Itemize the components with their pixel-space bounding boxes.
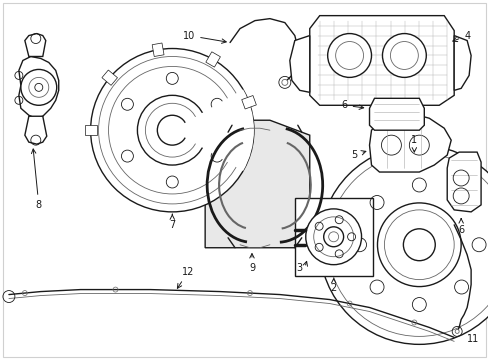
Circle shape xyxy=(454,329,458,333)
Polygon shape xyxy=(205,120,309,248)
Polygon shape xyxy=(309,15,453,105)
Circle shape xyxy=(281,80,287,85)
Circle shape xyxy=(21,69,57,105)
Text: 7: 7 xyxy=(169,214,175,230)
Circle shape xyxy=(323,227,343,247)
Text: 1: 1 xyxy=(410,135,417,152)
Text: 10: 10 xyxy=(183,31,226,43)
Bar xyxy=(294,198,372,276)
Polygon shape xyxy=(25,116,47,144)
Circle shape xyxy=(35,84,42,91)
Polygon shape xyxy=(25,33,46,57)
Circle shape xyxy=(327,33,371,77)
Circle shape xyxy=(408,135,428,155)
Circle shape xyxy=(313,217,353,257)
Polygon shape xyxy=(102,70,117,85)
Circle shape xyxy=(90,49,253,212)
Text: 12: 12 xyxy=(177,267,194,288)
Circle shape xyxy=(382,33,426,77)
Text: 2: 2 xyxy=(330,279,336,293)
Polygon shape xyxy=(289,36,309,92)
Text: 3: 3 xyxy=(296,263,302,273)
Circle shape xyxy=(328,232,338,242)
Circle shape xyxy=(305,209,361,265)
Text: 5: 5 xyxy=(351,150,365,160)
Text: 6: 6 xyxy=(457,219,463,235)
Polygon shape xyxy=(453,36,470,90)
Text: 8: 8 xyxy=(31,149,42,210)
Text: 4: 4 xyxy=(452,31,469,42)
Circle shape xyxy=(319,145,488,345)
Circle shape xyxy=(335,41,363,69)
Text: 11: 11 xyxy=(466,334,478,345)
Circle shape xyxy=(389,41,417,69)
Polygon shape xyxy=(205,52,220,67)
Polygon shape xyxy=(369,98,424,130)
Polygon shape xyxy=(369,112,450,172)
Polygon shape xyxy=(152,43,163,57)
Polygon shape xyxy=(19,57,59,118)
Text: 6: 6 xyxy=(341,100,363,110)
Text: 9: 9 xyxy=(248,253,255,273)
Polygon shape xyxy=(447,152,480,212)
Circle shape xyxy=(29,77,49,97)
Wedge shape xyxy=(172,89,253,171)
Polygon shape xyxy=(84,125,96,135)
Circle shape xyxy=(381,135,401,155)
Polygon shape xyxy=(241,95,256,109)
